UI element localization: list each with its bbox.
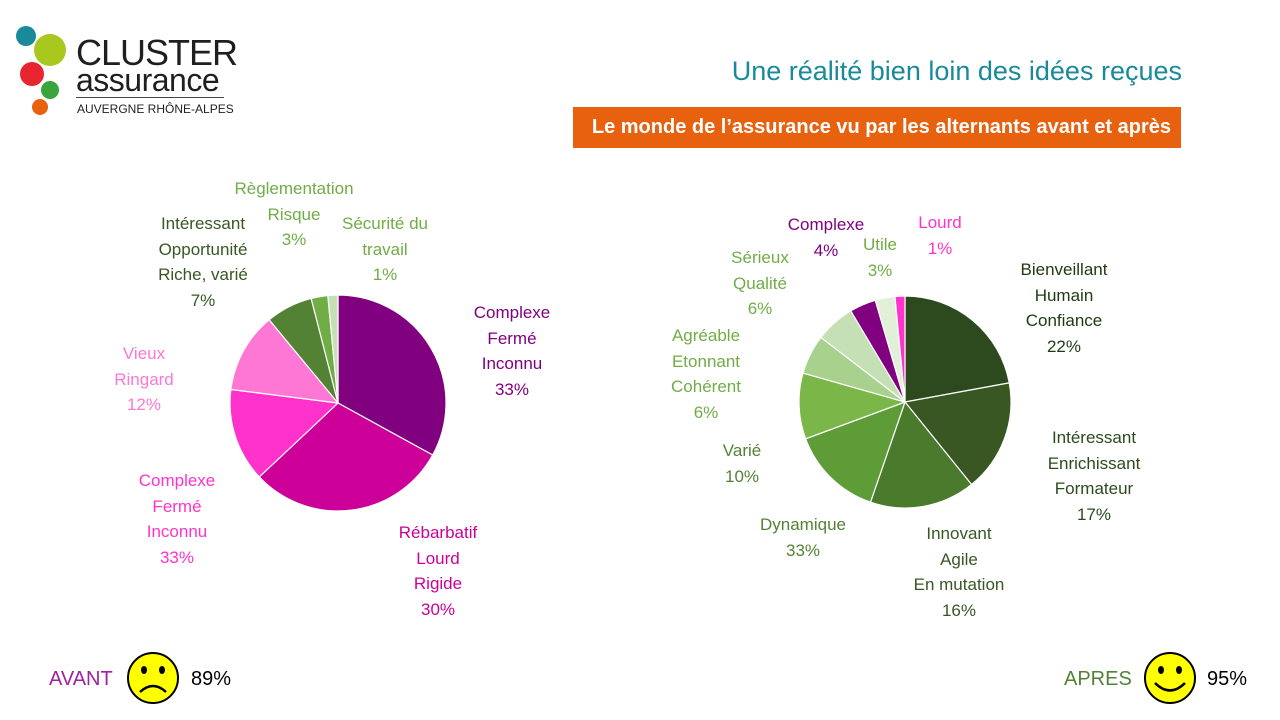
slice-label-line: Fermé: [487, 328, 537, 348]
slice-label: Intéressant Enrichissant Formateur 17%: [1048, 425, 1141, 527]
slice-label-line: Complexe: [473, 303, 551, 322]
slice-label-line: Rigide: [413, 574, 463, 593]
subtitle-banner: Le monde de l’assurance vu par les alter…: [573, 107, 1181, 148]
apres-label: APRES: [1064, 668, 1132, 690]
slice-label-line: Intéressant: [1051, 428, 1137, 447]
slice-label: Sécurité du travail 1%: [342, 211, 428, 288]
pie-slice: [258, 402, 434, 512]
slice-label-line: Sécurité du: [342, 214, 428, 233]
slice-percent: 6%: [747, 299, 773, 318]
slice-label: Dynamique 33%: [760, 512, 846, 563]
slice-label-line: Rébarbatif: [398, 523, 478, 542]
slice-percent: 17%: [1076, 504, 1112, 524]
slice-label-line: Bienveillant: [1020, 260, 1108, 279]
slice-label: Vieux Ringard 12%: [114, 341, 174, 418]
slice-label: Rébarbatif Lourd Rigide 30%: [399, 520, 477, 622]
logo-divider: [76, 97, 224, 98]
apres-score: 95%: [1207, 668, 1248, 690]
slice-percent: 22%: [1046, 336, 1082, 356]
slice-percent: 4%: [813, 240, 839, 260]
logo-line2: assurance: [76, 62, 220, 98]
slice-label-line: Agréable: [671, 326, 741, 345]
slice-label-line: Confiance: [1025, 311, 1103, 330]
sad-face-icon: [127, 652, 179, 704]
slice-percent: 10%: [724, 466, 760, 486]
avant-score: 89%: [191, 668, 232, 690]
slice-label-line: Fermé: [152, 496, 202, 516]
slice-percent: 3%: [281, 230, 307, 249]
slice-label: Utile 3%: [863, 232, 897, 283]
slice-label-line: Complexe: [138, 471, 216, 490]
pie-slice: [869, 400, 973, 509]
slice-label: Innovant Agile En mutation 16%: [914, 521, 1005, 623]
pie-avant: [229, 294, 447, 512]
slice-label-line: Opportunité: [158, 239, 248, 259]
avant-label: AVANT: [49, 668, 113, 690]
slice-label-line: Utile: [862, 235, 898, 254]
slice-percent: 30%: [420, 599, 456, 619]
pie-slice: [229, 388, 340, 478]
slice-label: Bienveillant Humain Confiance 22%: [1021, 257, 1108, 359]
page-title: Une réalité bien loin des idées reçues: [731, 56, 1182, 86]
slice-label: Varié 10%: [723, 438, 761, 489]
pie-slice: [230, 318, 340, 404]
slice-label-line: Inconnu: [481, 354, 543, 373]
slice-label-line: Qualité: [733, 273, 787, 293]
slice-label-line: travail: [362, 239, 408, 259]
logo-line3: AUVERGNE RHÔNE-ALPES: [77, 102, 234, 116]
pie-slice: [804, 400, 906, 503]
pie-apres: [798, 295, 1012, 509]
slice-label: Agréable Etonnant Cohérent 6%: [671, 323, 741, 425]
slice-label-line: Complexe: [787, 215, 865, 234]
slice-percent: 12%: [126, 395, 162, 414]
slice-percent: 6%: [693, 402, 719, 422]
slice-label: Intéressant Opportunité Riche, varié 7%: [158, 211, 248, 313]
slice-percent: 1%: [372, 265, 398, 284]
slice-label-line: Humain: [1034, 285, 1094, 305]
slice-label-line: Intéressant: [160, 214, 246, 233]
logo-line1: CLUSTER: [76, 32, 238, 73]
slice-label-line: Cohérent: [671, 377, 741, 396]
slice-label-line: Lourd: [918, 213, 962, 232]
slice-label: Complexe 4%: [788, 212, 865, 263]
slice-label-line: En mutation: [913, 575, 1005, 594]
slice-label-line: Risque: [267, 204, 321, 224]
slice-label: Complexe Fermé Inconnu 33%: [139, 468, 216, 570]
slice-percent: 1%: [927, 238, 953, 258]
slice-label-line: Dynamique: [760, 515, 846, 534]
slice-label-line: Varié: [722, 441, 762, 460]
slice-label-line: Etonnant: [671, 351, 741, 371]
slice-label-line: Vieux: [122, 344, 166, 363]
slice-percent: 33%: [785, 540, 821, 560]
pie-slice: [903, 382, 1012, 486]
pie-slice: [904, 295, 1010, 403]
slice-label-line: Formateur: [1054, 479, 1134, 498]
slice-percent: 33%: [159, 547, 195, 567]
banner-text: Le monde de l’assurance vu par les alter…: [591, 116, 1171, 138]
slice-percent: 16%: [941, 600, 977, 620]
slice-label-line: Riche, varié: [158, 265, 248, 284]
slice-label-line: Agile: [940, 549, 978, 569]
slice-label-line: Enrichissant: [1047, 453, 1141, 473]
slice-percent: 3%: [867, 260, 893, 280]
slice-label: Complexe Fermé Inconnu 33%: [474, 300, 551, 402]
slice-label-line: Règlementation: [234, 179, 354, 198]
slice-label-line: Lourd: [416, 548, 460, 568]
slice-label: Règlementation Risque 3%: [234, 176, 353, 253]
slice-label-line: Innovant: [926, 524, 992, 543]
slice-label: Sérieux Qualité 6%: [731, 245, 789, 322]
slice-percent: 7%: [190, 290, 216, 310]
pie-slice: [894, 295, 906, 403]
pie-slice: [337, 294, 447, 456]
slice-label-line: Sérieux: [731, 248, 789, 267]
happy-face-icon: [1144, 652, 1196, 704]
slice-label: Lourd 1%: [918, 210, 961, 261]
logo-dots-icon: [16, 26, 66, 115]
slice-percent: 33%: [494, 379, 530, 399]
pie-slice: [327, 294, 339, 404]
slice-label-line: Inconnu: [146, 522, 208, 541]
slice-label-line: Ringard: [114, 369, 174, 389]
